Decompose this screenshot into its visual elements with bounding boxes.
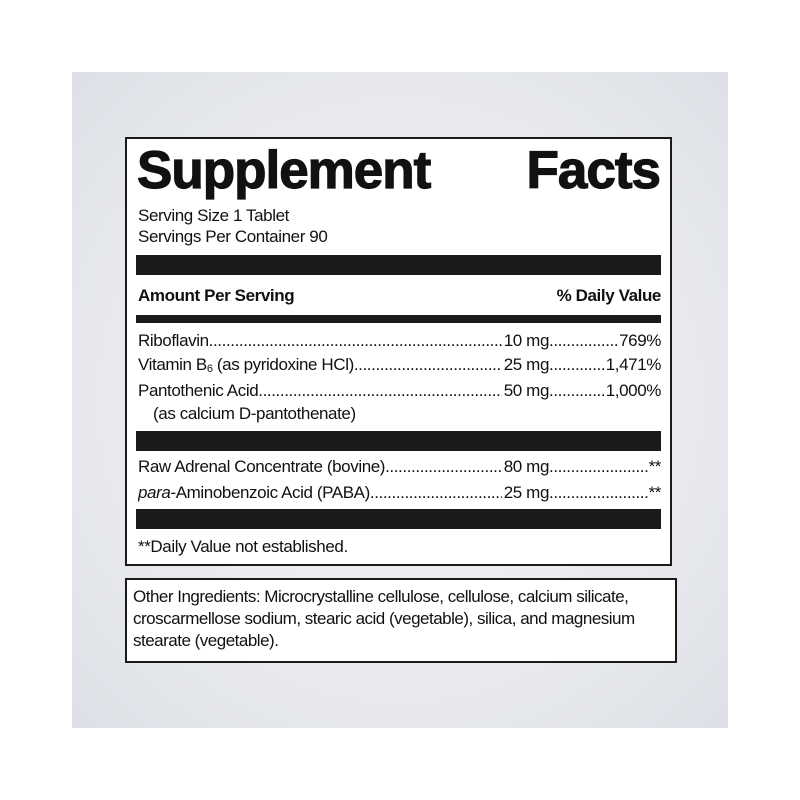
nutrient-row: para-Aminobenzoic Acid (PABA) 25 mg ** xyxy=(138,483,661,503)
nutrient-dv: ** xyxy=(648,457,661,476)
nutrient-name: Pantothenic Acid xyxy=(138,381,259,400)
dv-header: % Daily Value xyxy=(556,286,662,305)
nutrient-name: Vitamin B6 (as pyridoxine HCl) xyxy=(138,355,354,375)
nutrient-name: para-Aminobenzoic Acid (PABA) xyxy=(138,483,370,502)
nutrient-note: (as calcium D-pantothenate) xyxy=(153,404,356,423)
nutrient-amount: 25 mg xyxy=(503,483,550,502)
divider-bar xyxy=(136,255,661,275)
nutrient-dv: 1,000% xyxy=(605,381,661,400)
nutrient-dv: 769% xyxy=(619,331,661,350)
nutrient-dv: 1,471% xyxy=(605,355,661,374)
nutrient-row: Pantothenic Acid 50 mg 1,000% xyxy=(138,381,661,401)
divider-bar xyxy=(136,315,661,323)
nutrient-amount: 10 mg xyxy=(503,331,550,350)
serving-size: Serving Size 1 Tablet xyxy=(138,206,289,225)
nutrient-row: Vitamin B6 (as pyridoxine HCl) 25 mg 1,4… xyxy=(138,355,661,379)
panel-title: Supplement Facts xyxy=(136,141,662,200)
nutrient-amount: 25 mg xyxy=(503,355,550,374)
column-headers: Amount Per Serving % Daily Value xyxy=(138,286,661,306)
title-word: Supplement xyxy=(136,141,432,200)
servings-per-container: Servings Per Container 90 xyxy=(138,227,328,246)
nutrient-dv: ** xyxy=(648,483,661,502)
nutrient-amount: 50 mg xyxy=(503,381,550,400)
nutrient-amount: 80 mg xyxy=(503,457,550,476)
supplement-facts-panel: Supplement Facts Serving Size 1 Tablet S… xyxy=(125,137,672,566)
divider-bar xyxy=(136,431,661,451)
footnote: **Daily Value not established. xyxy=(138,537,348,556)
nutrient-name: Raw Adrenal Concentrate (bovine) xyxy=(138,457,386,476)
divider-bar xyxy=(136,509,661,529)
title-word: Facts xyxy=(526,141,662,200)
nutrient-row: Riboflavin 10 mg 769% xyxy=(138,331,661,351)
nutrient-name: Riboflavin xyxy=(138,331,209,350)
amount-header: Amount Per Serving xyxy=(138,286,295,305)
other-ingredients: Other Ingredients: Microcrystalline cell… xyxy=(125,578,677,663)
nutrient-row: Raw Adrenal Concentrate (bovine) 80 mg *… xyxy=(138,457,661,477)
